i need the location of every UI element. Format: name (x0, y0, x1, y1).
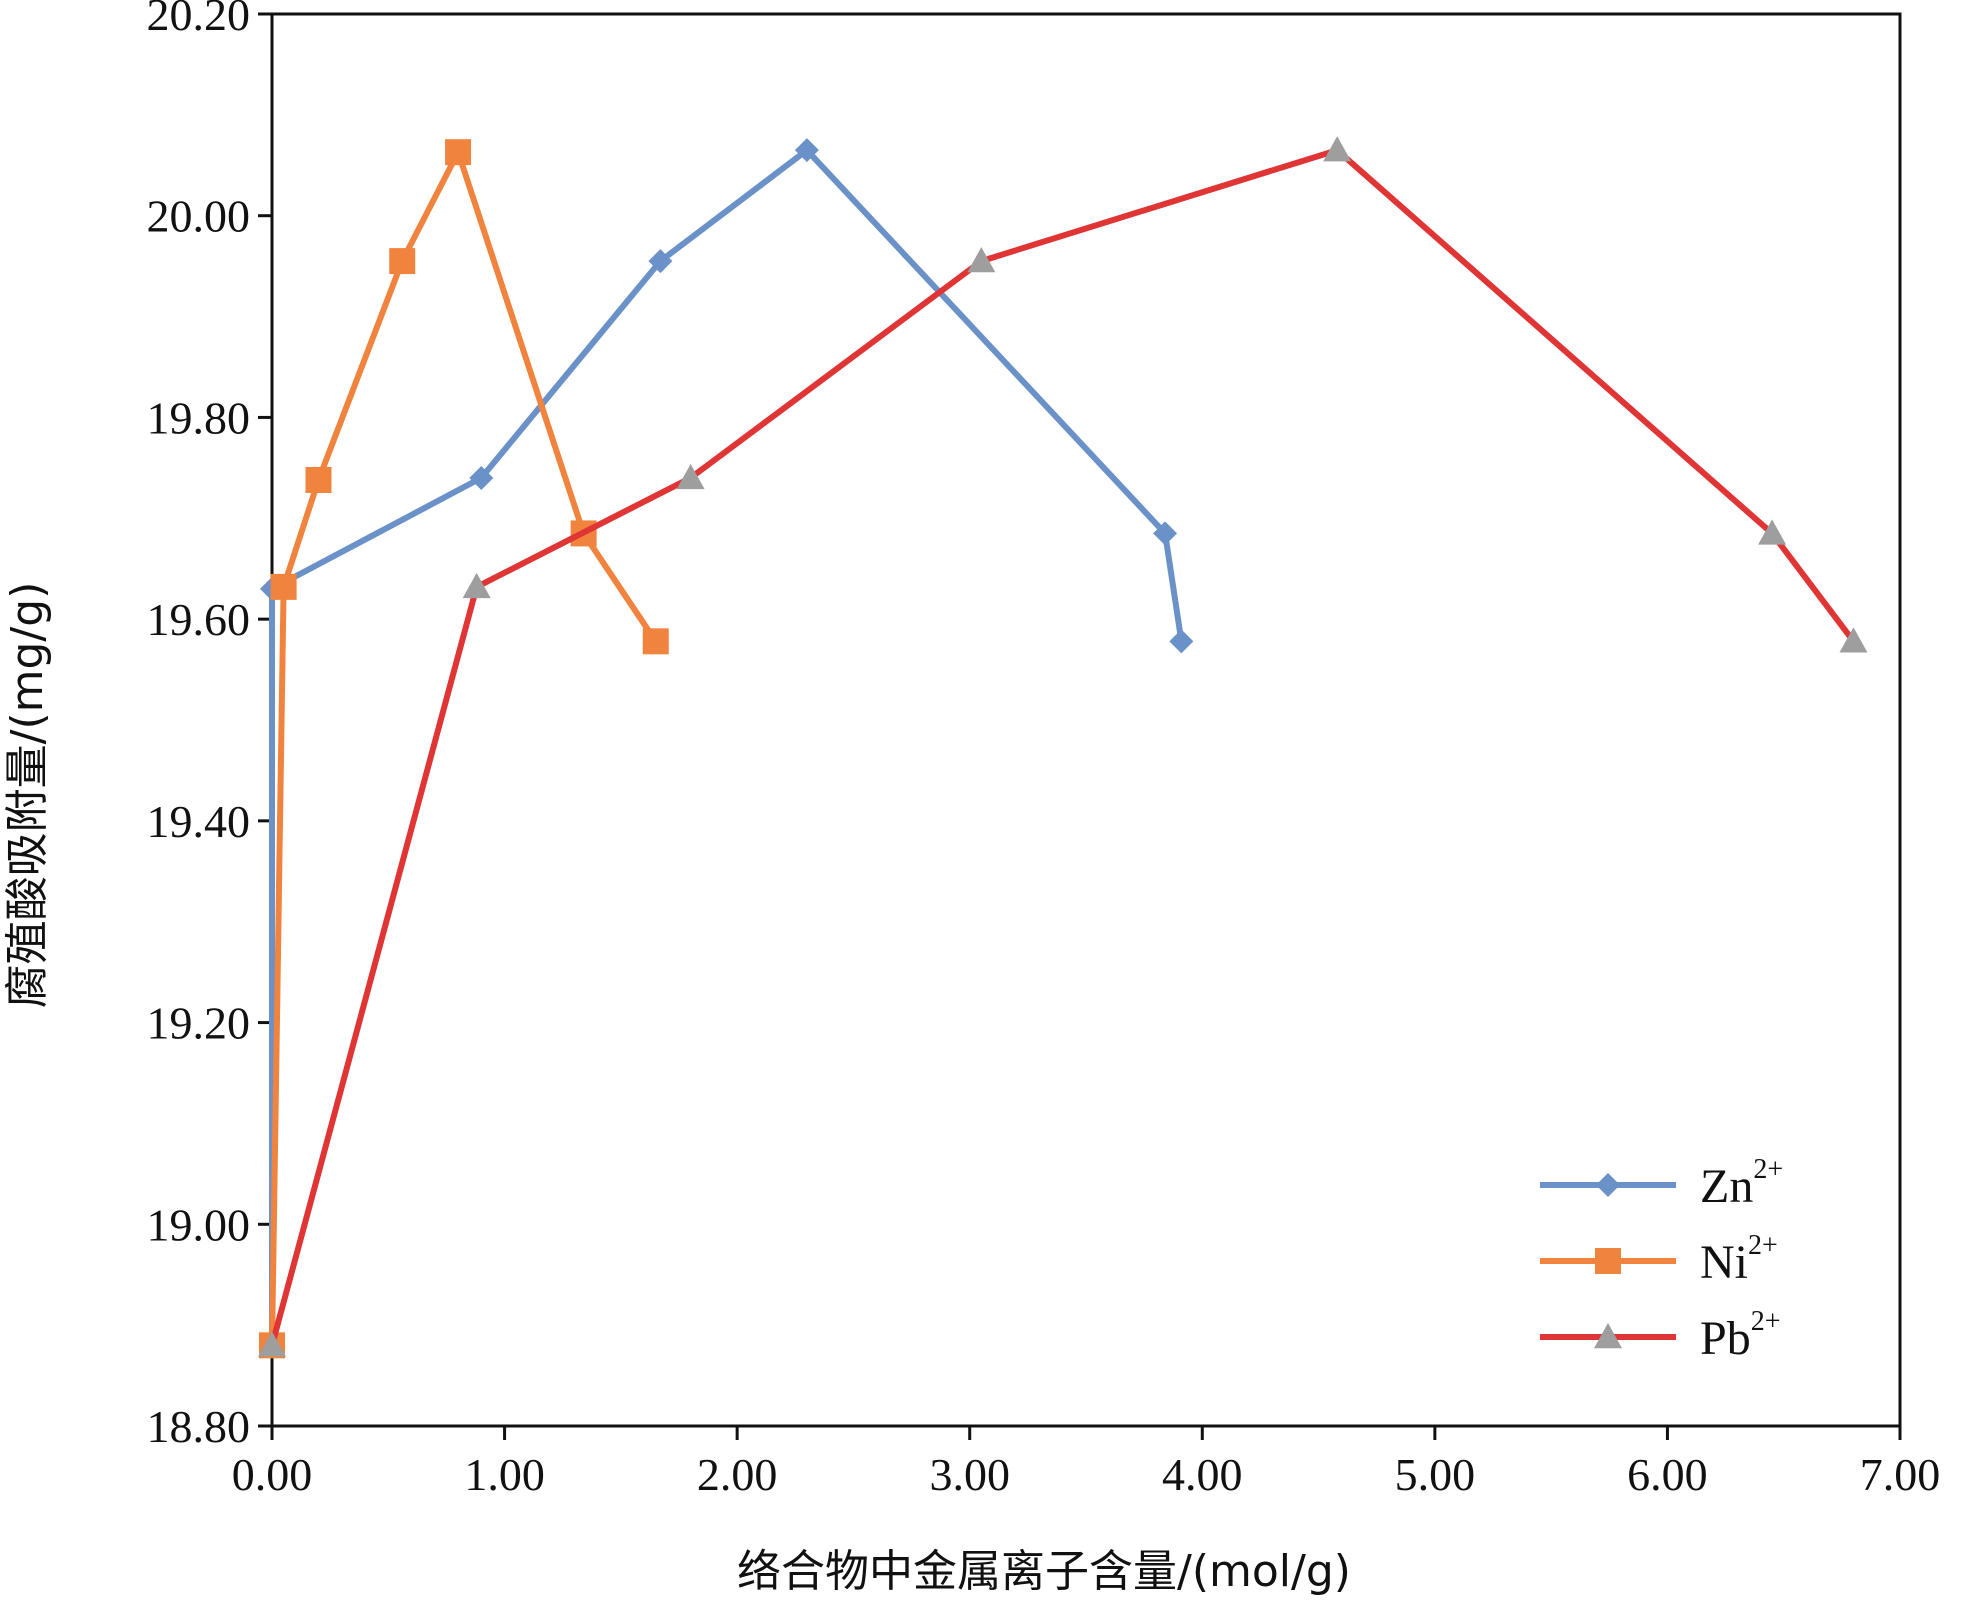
plot-series (258, 136, 1868, 1359)
legend-swatch-marker (1594, 1323, 1622, 1349)
legend-item-ni: Ni2+ (1540, 1230, 1778, 1289)
data-point (1153, 521, 1178, 546)
legend-swatch-marker (1595, 1248, 1621, 1274)
data-point (258, 1331, 286, 1357)
x-axis-title: 络合物中金属离子含量/(mol/g) (737, 1546, 1351, 1597)
data-point (676, 463, 705, 490)
y-axis-title: 腐殖酸吸附量/(mg/g) (2, 582, 53, 1009)
y-tick-label: 19.20 (147, 998, 251, 1049)
data-point (469, 465, 494, 490)
x-axis: 0.00 1.00 2.00 3.00 4.00 5.00 6.00 7.00 (232, 1426, 1941, 1500)
series-line (269, 147, 1185, 1346)
data-point (967, 247, 996, 273)
legend-label: Pb2+ (1700, 1306, 1781, 1365)
legend-item-pb: Pb2+ (1540, 1306, 1781, 1365)
y-axis: 18.80 19.00 19.20 19.40 19.60 19.80 20.00 20.20 (147, 0, 272, 1452)
x-tick-label: 3.00 (929, 1449, 1010, 1500)
y-tick-label: 20.00 (147, 191, 251, 242)
y-tick-label: 19.40 (147, 796, 251, 847)
x-tick-label: 4.00 (1162, 1449, 1243, 1500)
data-point (1169, 629, 1194, 654)
x-tick-label: 5.00 (1395, 1449, 1476, 1500)
data-point (270, 573, 297, 600)
series-line (269, 149, 659, 1346)
data-point (462, 572, 491, 599)
series-line (269, 147, 1856, 1347)
legend-item-zn: Zn2+ (1540, 1154, 1783, 1213)
legend: Zn2+ Ni2+ Pb2+ (1540, 1154, 1783, 1365)
legend-swatch-marker (1596, 1173, 1620, 1197)
data-point (1758, 519, 1787, 545)
data-point (1323, 136, 1352, 162)
y-tick-label: 20.20 (147, 0, 251, 40)
x-tick-label: 7.00 (1860, 1449, 1941, 1500)
data-point (445, 139, 472, 166)
data-point (642, 628, 669, 655)
data-point (794, 138, 819, 163)
series-zn (260, 138, 1194, 1358)
y-tick-label: 19.60 (147, 594, 251, 645)
data-point (389, 248, 416, 275)
data-point (305, 466, 332, 493)
x-tick-label: 0.00 (232, 1449, 313, 1500)
data-point (1839, 627, 1868, 653)
data-point (648, 249, 673, 274)
y-tick-label: 19.80 (147, 392, 251, 443)
series-pb (258, 136, 1868, 1357)
x-tick-label: 1.00 (464, 1449, 545, 1500)
y-tick-label: 19.00 (147, 1199, 251, 1250)
legend-label: Ni2+ (1700, 1230, 1778, 1289)
legend-label: Zn2+ (1700, 1154, 1783, 1213)
x-tick-label: 6.00 (1627, 1449, 1708, 1500)
y-tick-label: 18.80 (147, 1401, 251, 1452)
x-tick-label: 2.00 (697, 1449, 778, 1500)
